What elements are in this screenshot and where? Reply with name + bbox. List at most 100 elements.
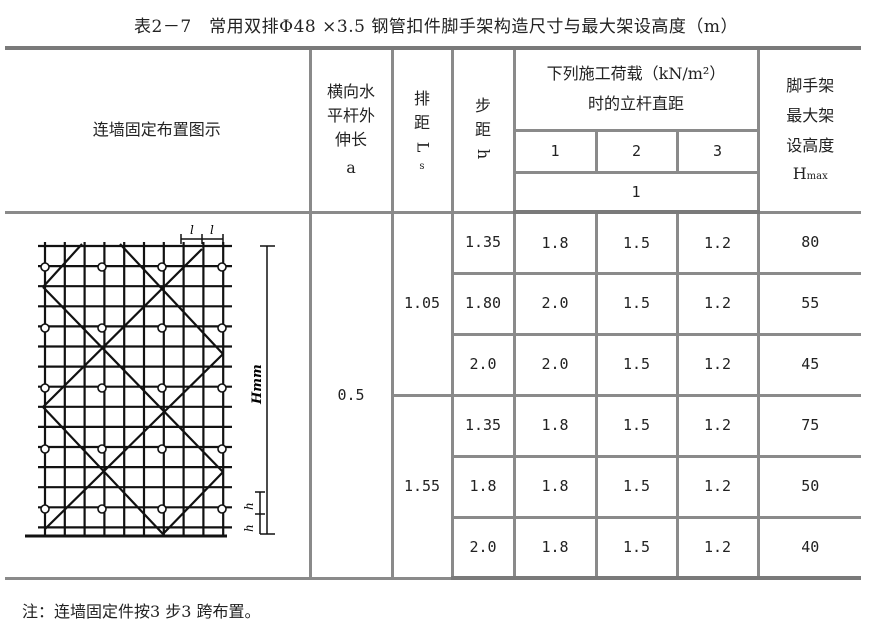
table-note: 注：连墙固定件按3 步3 跨布置。: [22, 602, 261, 621]
wall-tie-icon: [40, 382, 50, 393]
wall-tie-icon: [157, 503, 167, 514]
diagonal-brace: [44, 352, 224, 530]
cell-v3: 1.2: [675, 393, 760, 458]
dim-l-label: l: [190, 223, 194, 237]
cell-v1: 1.8: [512, 210, 598, 275]
cell-h: 1.8: [452, 454, 516, 519]
cell-v3: 1.2: [675, 454, 760, 519]
header-hmax-line: 脚手架: [786, 76, 835, 96]
cell-v3: 1.2: [675, 271, 760, 336]
load-col-2: 2: [594, 128, 679, 174]
cell-hmax: 75: [756, 393, 861, 458]
wall-tie-icon: [40, 322, 50, 333]
header-ls-line: L: [394, 135, 451, 159]
cell-v2: 1.5: [594, 210, 679, 275]
load-col-1: 1: [514, 128, 598, 174]
diagonal-brace: [162, 470, 224, 535]
scaffold-grid: [38, 241, 232, 536]
h-symbol: h: [474, 149, 493, 160]
dim-h-label: h: [242, 502, 256, 510]
bracing-diagonals: [42, 242, 224, 535]
ls-value: 1.05: [390, 210, 454, 397]
wall-tie-icon: [97, 261, 107, 272]
header-ls: 排 距 L s: [390, 46, 454, 214]
dim-H-label: Hmm: [250, 364, 265, 405]
wall-tie-icon: [217, 261, 227, 272]
wall-tie-icon: [97, 443, 107, 454]
dim-l-label: l: [210, 223, 214, 237]
cell-v2: 1.5: [594, 271, 679, 336]
header-hmax-symbol: Hmax: [760, 162, 862, 186]
diagonal-brace: [42, 247, 203, 408]
cell-v3: 1.2: [675, 332, 760, 397]
header-a: 横向水 平杆外 伸长 a: [308, 46, 394, 214]
hmax-subscript: max: [806, 171, 828, 183]
header-load-line: 下列施工荷载（kN/m²）: [546, 64, 726, 84]
header-hmax: 脚手架 最大架 设高度 Hmax: [756, 46, 862, 214]
wall-tie-icon: [157, 261, 167, 272]
load-unit-row: 1: [514, 170, 758, 214]
a-value: 0.5: [308, 210, 394, 580]
cell-v1: 1.8: [512, 515, 598, 580]
cell-v3: 1.2: [675, 210, 760, 275]
header-load: 下列施工荷载（kN/m²） 时的立杆直距: [512, 46, 760, 132]
cell-hmax: 55: [756, 271, 861, 336]
wall-tie-icon: [97, 382, 107, 393]
wall-tie-icon: [97, 503, 107, 514]
cell-v1: 1.8: [512, 393, 598, 458]
header-h-line: 距: [474, 120, 491, 140]
cell-hmax: 50: [756, 454, 861, 519]
cell-hmax: 45: [756, 332, 861, 397]
cell-h: 1.80: [452, 271, 516, 336]
ls-symbol: L: [413, 141, 432, 153]
cell-v2: 1.5: [594, 454, 679, 519]
wall-tie-icon: [217, 382, 227, 393]
wall-tie-icon: [40, 261, 50, 272]
wall-tie-icon: [157, 443, 167, 454]
cell-h: 2.0: [452, 332, 516, 397]
cell-v2: 1.5: [594, 332, 679, 397]
header-h-line: 步: [474, 96, 491, 116]
header-ls-line: 距: [413, 112, 430, 132]
ls-value: 1.55: [392, 393, 454, 580]
diagonal-brace: [42, 242, 83, 288]
wall-tie-icon: [217, 503, 227, 514]
wall-tie-icon: [97, 322, 107, 333]
dimension-lines: [25, 233, 275, 537]
header-a-line: 伸长: [334, 130, 367, 150]
load-col-3: 3: [675, 128, 758, 174]
dim-h-label: h: [242, 524, 256, 532]
ls-subscript: s: [419, 160, 425, 172]
wall-tie-icon: [157, 382, 167, 393]
wall-tie-diagram: l l h h Hmm: [25, 223, 275, 537]
wall-tie-diagram-cell: l l h h Hmm: [5, 210, 312, 580]
header-a-line: 平杆外: [326, 106, 375, 126]
wall-tie-icon: [157, 322, 167, 333]
cell-hmax: 80: [756, 210, 861, 275]
header-diagram: 连墙固定布置图示: [5, 46, 312, 214]
cell-v1: 2.0: [512, 332, 598, 397]
header-a-line: 横向水: [326, 82, 375, 102]
header-hmax-line: 设高度: [786, 136, 835, 156]
wall-tie-icon: [217, 322, 227, 333]
table-title: 表2－7 常用双排Φ48 ×3.5 钢管扣件脚手架构造尺寸与最大架设高度（m）: [134, 17, 738, 37]
cell-v2: 1.5: [594, 393, 679, 458]
cell-h: 2.0: [452, 515, 516, 580]
scaffold-table: 连墙固定布置图示 横向水 平杆外 伸长 a 排 距 L s 步 距 h 下列施工…: [5, 46, 861, 580]
diagonal-brace: [119, 242, 224, 355]
wall-tie-icon: [40, 443, 50, 454]
hmax-H: H: [792, 164, 807, 184]
header-a-line: a: [346, 158, 356, 178]
header-ls-line: 排: [413, 88, 430, 108]
cell-h: 1.35: [450, 210, 516, 275]
diagonal-brace: [42, 285, 224, 473]
diagonal-brace: [42, 405, 164, 535]
cell-v1: 1.8: [512, 454, 598, 519]
header-h: 步 距 h: [450, 46, 516, 214]
header-h-line: h: [454, 142, 513, 166]
wall-tie-icon: [217, 443, 227, 454]
cell-v1: 2.0: [512, 271, 598, 336]
header-load-line: 时的立杆直距: [587, 94, 684, 114]
cell-v3: 1.2: [675, 515, 760, 580]
header-hmax-line: 最大架: [786, 106, 835, 126]
